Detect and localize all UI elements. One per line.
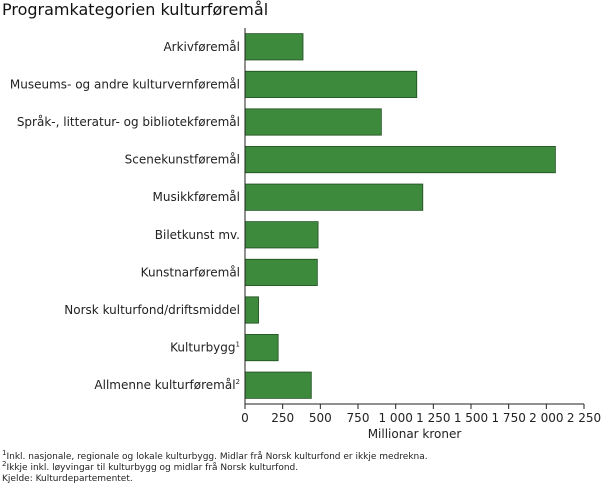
category-label: Arkivføremål	[163, 40, 240, 54]
x-tick-label: 2 000	[529, 411, 563, 425]
bar	[244, 70, 418, 98]
footnote-text: Ikkje inkl. løyvingar til kulturbygg og …	[6, 463, 299, 473]
footnote-text: Inkl. nasjonale, regionale og lokale kul…	[6, 452, 428, 462]
bar	[244, 334, 279, 362]
bar	[244, 371, 312, 399]
x-axis-title: Millionar kroner	[368, 427, 462, 441]
bar	[244, 108, 382, 136]
category-label: Musikkføremål	[153, 190, 240, 204]
x-tick-label: 1 250	[416, 411, 450, 425]
x-tick-label: 0	[241, 411, 249, 425]
x-tick-label: 500	[309, 411, 332, 425]
category-labels: Arkivføremål Museums- og andre kulturvern…	[10, 40, 240, 392]
x-tick-label: 1 500	[454, 411, 488, 425]
footnote-mark: 1	[2, 449, 7, 457]
category-label: Norsk kulturfond/driftsmiddel	[64, 303, 240, 317]
bar	[244, 221, 319, 249]
footnote-mark: 2	[2, 460, 7, 468]
category-footnote-mark: 1	[236, 341, 240, 349]
x-tick-label: 1 750	[491, 411, 525, 425]
x-tick-label: 750	[347, 411, 370, 425]
bar	[244, 258, 318, 286]
footnote-2: 2Ikkje inkl. løyvingar til kulturbygg og…	[2, 460, 299, 474]
bar	[244, 146, 556, 174]
category-label: Museums- og andre kulturvernføremål	[10, 77, 240, 91]
footnote-1: 1Inkl. nasjonale, regionale og lokale ku…	[2, 449, 428, 463]
chart-title: Programkategorien kulturføremål	[2, 0, 269, 19]
source-note: Kjelde: Kulturdepartementet.	[2, 474, 133, 484]
category-label: Kulturbygg1	[170, 341, 240, 355]
bar	[244, 183, 424, 211]
bar	[244, 296, 259, 324]
bars-group	[244, 33, 556, 399]
x-tick-label: 250	[271, 411, 294, 425]
x-tick-label: 2 250	[567, 411, 601, 425]
category-label: Språk-, litteratur- og bibliotekføremål	[17, 115, 240, 129]
x-tick-label: 1 000	[378, 411, 412, 425]
bar-chart: Arkivføremål Museums- og andre kulturvern…	[10, 28, 601, 441]
category-footnote-mark: 2	[236, 378, 240, 386]
category-label: Kunstnarføremål	[141, 265, 240, 279]
x-ticks: 0 250 500 750 1 000 1 250 1 500 1 750 2 000 2 250	[241, 404, 601, 425]
category-label: Biletkunst mv.	[155, 228, 240, 242]
bar	[244, 33, 304, 61]
category-label: Allmenne kulturføremål2	[94, 378, 240, 392]
category-label: Scenekunstføremål	[125, 153, 240, 167]
